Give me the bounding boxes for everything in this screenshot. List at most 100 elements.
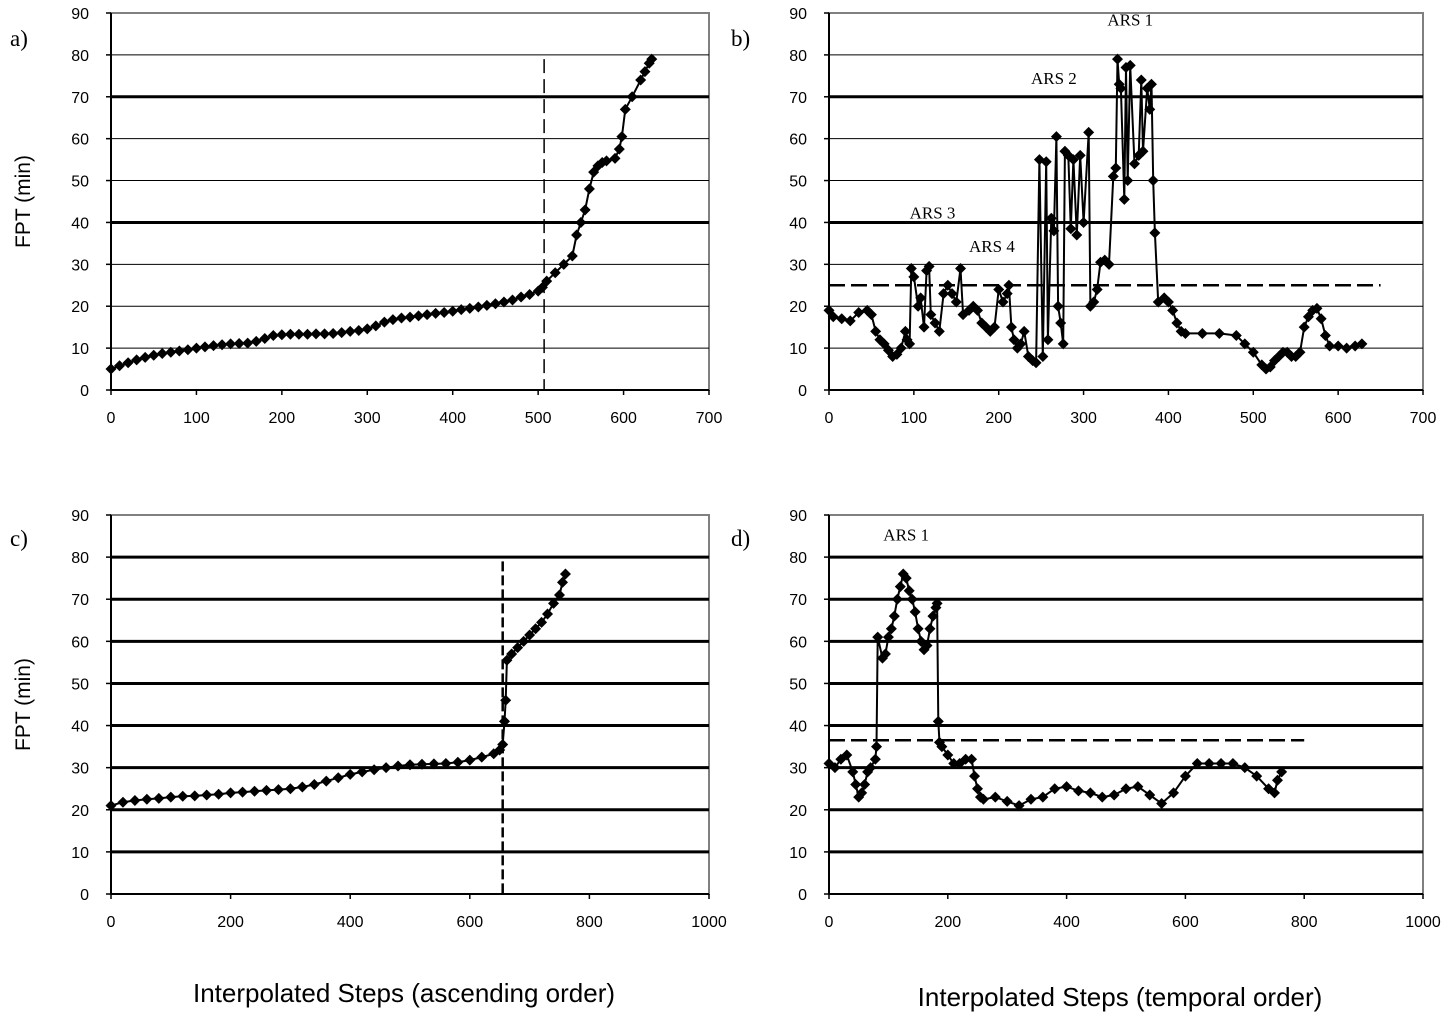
panel-c-data-point xyxy=(320,775,332,787)
panel-c-data-point xyxy=(189,790,201,802)
panel-c-data-point xyxy=(518,635,530,647)
panel-b-data-point xyxy=(827,311,839,323)
panel-a-y-tick-label: 50 xyxy=(71,174,89,191)
panel-a-data-point xyxy=(498,296,510,308)
panel-b-data-point xyxy=(899,325,911,337)
panel-b-data-point xyxy=(972,304,983,316)
panel-b-annotation: ARS 1 xyxy=(1107,11,1153,30)
panel-a-y-tick-label: 60 xyxy=(71,132,89,149)
panel-b-y-tick-label: 20 xyxy=(789,299,807,316)
panel-c-data-point xyxy=(225,787,237,799)
panel-d-data-point xyxy=(879,648,891,660)
panel-a-data-point xyxy=(378,316,390,328)
panel-b-x-tick-label: 300 xyxy=(1070,410,1097,427)
bottom-x-axis-label-right: Interpolated Steps (temporal order) xyxy=(918,982,1323,1012)
panel-b-data-point xyxy=(1091,283,1103,295)
panel-d-data-point xyxy=(1096,791,1108,803)
panel-a-data-point xyxy=(233,338,245,350)
panel-d-data-point xyxy=(1132,781,1144,793)
panel-a-y-tick-label: 30 xyxy=(71,257,89,274)
panel-b-x-tick-label: 700 xyxy=(1410,410,1437,427)
panel-a-data-point xyxy=(579,204,591,216)
panel-d-y-tick-label: 0 xyxy=(798,887,807,904)
panel-c-y-tick-label: 70 xyxy=(71,592,89,609)
panel-d-data-point xyxy=(1239,762,1251,774)
panel-d-data-point xyxy=(936,741,948,753)
panel-a-data-point xyxy=(156,348,168,360)
panel-d-x-tick-label: 800 xyxy=(1291,914,1318,931)
panel-b-data-point xyxy=(997,296,1009,308)
panel-a-y-tick-label: 10 xyxy=(71,341,89,358)
panel-b-data-point xyxy=(988,321,1000,333)
panel-c-data-point xyxy=(105,800,117,812)
panel-b-data-point xyxy=(1078,216,1090,228)
panel-b-data-point xyxy=(1110,162,1122,174)
panel-a-data-point xyxy=(336,327,348,339)
panel-c-data-point xyxy=(500,694,512,706)
panel-a-data-point xyxy=(267,330,279,342)
panel-b-y-tick-label: 70 xyxy=(789,90,807,107)
panel-a-data-point xyxy=(549,267,561,279)
panel-d-data-point xyxy=(960,753,972,765)
panel-a-data-point xyxy=(353,325,365,337)
panel-d-data-point xyxy=(942,749,954,761)
panel-c-data-point xyxy=(344,768,356,780)
panel-d-data-point xyxy=(829,762,841,774)
panel-d-data-point xyxy=(1156,797,1168,809)
panel-a-data-point xyxy=(259,332,271,344)
panel-a-y-tick-label: 70 xyxy=(71,90,89,107)
panel-b-data-point xyxy=(938,288,950,300)
panel-b-data-point xyxy=(955,263,967,275)
panel-a-data-point xyxy=(571,229,583,241)
panel-b-data-point xyxy=(853,307,865,319)
panel-b-data-point xyxy=(1311,302,1323,314)
panel-d-data-point xyxy=(1227,757,1239,769)
panel-a-data-point xyxy=(635,74,647,86)
panel-a-y-tick-label: 20 xyxy=(71,299,89,316)
panel-d-data-point xyxy=(1108,789,1120,801)
panel-d-data-point xyxy=(1251,770,1263,782)
panel-a-data-point xyxy=(524,288,536,300)
panel-d-y-tick-label: 50 xyxy=(789,676,807,693)
panel-c-data-point xyxy=(368,764,380,776)
panel-c-data-point xyxy=(559,568,571,580)
panel-b-data-point xyxy=(1055,317,1067,329)
panel-c-data-point xyxy=(308,779,320,791)
panel-d-y-tick-label: 90 xyxy=(789,508,807,525)
panel-b-data-point xyxy=(1171,317,1183,329)
panel-b-data-point xyxy=(1147,175,1159,187)
panel-b-data-point xyxy=(1324,340,1336,352)
panel-c-data-point xyxy=(416,758,428,770)
panel-a-data-point xyxy=(619,103,631,115)
panel-b-data-point xyxy=(1015,338,1027,350)
panel-b-annotation: ARS 3 xyxy=(910,203,956,222)
panel-c-y-tick-label: 40 xyxy=(71,719,89,736)
panel-b-data-point xyxy=(1145,78,1157,90)
panel-c-y-tick-label: 30 xyxy=(71,761,89,778)
panel-a-data-point xyxy=(216,339,228,351)
panel-a-data-point xyxy=(609,152,621,164)
panel-a-plot-frame xyxy=(110,12,710,391)
panel-b-data-point xyxy=(1319,330,1331,342)
panel-c-data-point xyxy=(556,576,568,588)
panel-b-data-point xyxy=(1294,346,1306,358)
panel-d-data-point xyxy=(948,757,960,769)
panel-d-data-point xyxy=(841,749,853,761)
panel-d-annotation: ARS 1 xyxy=(883,525,929,544)
panel-b-data-point xyxy=(1048,225,1060,237)
panel-b-data-point xyxy=(1071,229,1083,241)
panel-a-data-point xyxy=(165,346,177,358)
panel-b-data-point xyxy=(925,309,937,321)
panel-d-data-point xyxy=(966,753,978,765)
panel-a-data-point xyxy=(122,357,134,369)
panel-c-y-axis-label: FPT (min) xyxy=(12,658,35,751)
panel-b-data-point xyxy=(1115,82,1127,94)
panel-c-data-point xyxy=(332,772,344,784)
panel-a-data-point xyxy=(199,341,211,353)
panel-a-data-point xyxy=(344,325,356,337)
panel-d-x-tick-label: 600 xyxy=(1172,914,1199,931)
panel-d-x-tick-label: 1000 xyxy=(1405,914,1441,931)
panel-b-data-point xyxy=(1074,149,1086,161)
panel-b-data-point xyxy=(1213,327,1225,339)
panel-b-data-point xyxy=(1065,223,1077,235)
